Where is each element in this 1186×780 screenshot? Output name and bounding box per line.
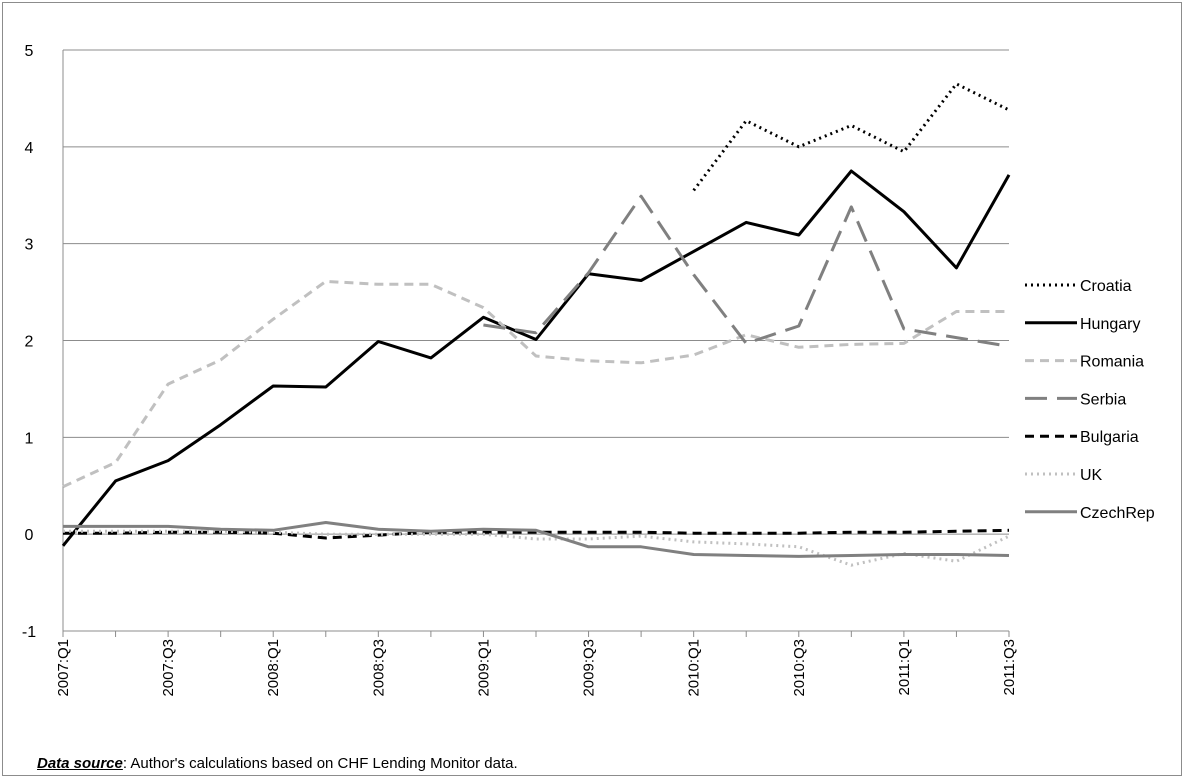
y-tick-label: 3 (25, 237, 34, 254)
y-tick-label: 4 (25, 140, 34, 157)
y-tick-label: 2 (25, 334, 34, 351)
footnote-source-label: Data source (37, 755, 123, 772)
x-tick-label: 2009:Q1 (475, 639, 492, 697)
x-tick-label: 2008:Q1 (265, 639, 282, 697)
legend-label-hungary: Hungary (1080, 316, 1140, 333)
y-tick-label: 0 (25, 527, 34, 544)
line-chart: -1 0 1 2 3 4 5 2007:Q1 2007:Q3 2008:Q1 2008:Q3 2009… (22, 43, 1155, 697)
series-line-serbia (483, 194, 1010, 348)
y-tick-label: -1 (22, 624, 36, 641)
legend-label-bulgaria: Bulgaria (1080, 429, 1139, 446)
series-line-croatia (692, 82, 1010, 192)
x-tick-label: 2007:Q3 (160, 639, 177, 697)
footnote-text: : Author's calculations based on CHF Len… (122, 755, 518, 772)
legend-label-croatia: Croatia (1080, 278, 1132, 295)
x-tick-label: 2011:Q1 (896, 639, 913, 695)
x-tick-label: 2010:Q3 (791, 639, 808, 697)
series-line-romania (62, 279, 1009, 489)
y-tick-label: 1 (25, 430, 34, 447)
legend-label-uk: UK (1080, 467, 1103, 484)
x-tick-label: 2010:Q1 (686, 639, 703, 697)
legend-label-czechrep: CzechRep (1080, 505, 1155, 522)
x-tick-label: 2007:Q1 (55, 639, 72, 697)
y-tick-label: 5 (25, 43, 34, 60)
series-line-hungary (61, 169, 1011, 547)
series-line-czechrep (63, 521, 1010, 558)
x-tick-label: 2009:Q3 (581, 639, 598, 697)
x-tick-label: 2008:Q3 (370, 639, 387, 697)
legend-label-romania: Romania (1080, 354, 1144, 371)
footnote: Data source: Author's calculations based… (37, 755, 518, 772)
series-line-uk (63, 529, 1010, 567)
x-tick-label: 2011:Q3 (1001, 639, 1018, 695)
legend-label-serbia: Serbia (1080, 391, 1126, 408)
